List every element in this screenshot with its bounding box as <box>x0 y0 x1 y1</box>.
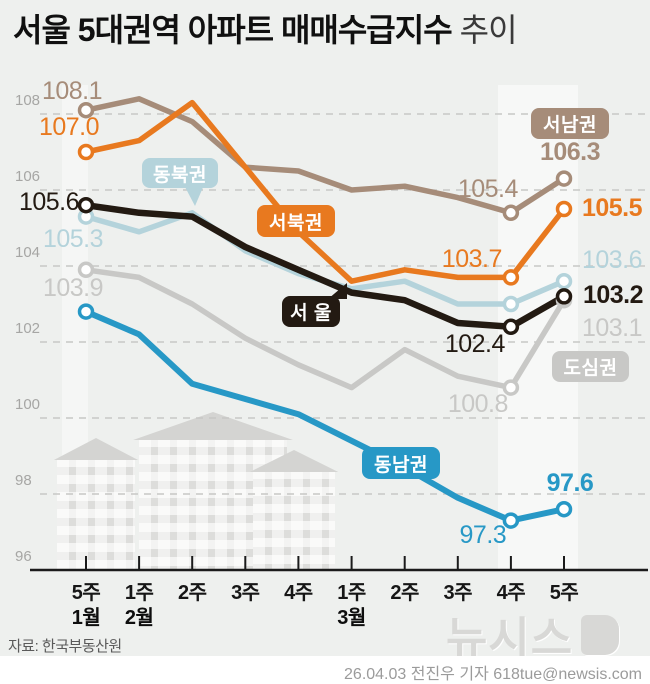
data-point-dongbukgwon-9 <box>555 272 573 290</box>
data-point-dongnamgwon-0 <box>77 303 95 320</box>
series-line-dongnamgwon <box>83 308 567 524</box>
value-label-seobukgwon-0: 107.0 <box>38 113 100 141</box>
data-point-dongnamgwon-8 <box>502 512 520 529</box>
value-label-dongbukgwon-0: 105.3 <box>42 224 104 253</box>
data-point-seoul-0 <box>77 196 95 214</box>
value-label-seonamgwon-8: 105.4 <box>457 174 519 203</box>
x-axis-label-month-3월: 3월 <box>337 607 366 629</box>
value-label-seonamgwon-0: 108.1 <box>41 77 103 106</box>
y-axis-label-104: 104 <box>15 244 41 261</box>
series-line-seobukgwon <box>83 99 567 284</box>
y-axis-label-108: 108 <box>15 92 41 109</box>
value-label-dosimgwon-9: 103.1 <box>581 314 643 343</box>
region-badge-dongbukgwon: 동북권 <box>142 158 218 188</box>
value-label-dongbukgwon-9: 103.6 <box>581 246 643 275</box>
x-axis-label-week-8: 4주 <box>496 582 526 604</box>
data-point-seoul-8 <box>502 318 520 336</box>
x-axis-label-week-5: 1주 <box>337 582 366 604</box>
value-label-dosimgwon-8: 100.8 <box>447 389 509 418</box>
data-point-seobukgwon-9 <box>555 200 573 218</box>
page-title-main: 서울 5대권역 아파트 매매수급지수 <box>13 12 453 48</box>
data-point-seonamgwon-0 <box>77 101 95 119</box>
region-badge-seobukgwon: 서북권 <box>257 205 335 237</box>
data-point-seobukgwon-0 <box>77 143 95 161</box>
data-point-seonamgwon-9 <box>555 170 573 187</box>
x-axis-label-month-1월: 1월 <box>71 607 101 629</box>
y-axis-label-98: 98 <box>15 472 32 489</box>
page-title-suffix: 추이 <box>459 12 518 48</box>
value-label-dosimgwon-0: 103.9 <box>42 273 104 302</box>
series-line-seoul <box>82 201 568 331</box>
region-badge-dongnamgwon: 동남권 <box>362 447 440 479</box>
region-badge-pointer-seoul <box>328 283 347 299</box>
data-point-seoul-9 <box>555 288 573 305</box>
x-axis-label-week-4: 4주 <box>284 582 313 604</box>
value-label-seonamgwon-9: 106.3 <box>539 137 601 166</box>
value-label-dongnamgwon-8: 97.3 <box>459 520 507 549</box>
x-axis-label-week-1: 1주 <box>124 582 154 604</box>
x-axis-label-week-6: 2주 <box>390 582 419 604</box>
data-point-dosimgwon-8 <box>502 379 520 396</box>
x-axis-label-week-0: 5주 <box>71 582 101 604</box>
region-badge-dosimgwon: 도심권 <box>552 351 629 382</box>
credit-bar: 26.04.03 전진우 기자 618tue@newsis.com <box>0 656 650 684</box>
x-axis-label-week-9: 5주 <box>549 582 579 604</box>
region-badge-seonamgwon: 서남권 <box>531 108 609 139</box>
y-axis-label-96: 96 <box>15 548 32 565</box>
value-label-seobukgwon-8: 103.7 <box>441 245 503 274</box>
value-label-seoul-8: 102.4 <box>444 329 506 358</box>
y-axis-label-102: 102 <box>15 320 41 337</box>
data-point-dongbukgwon-8 <box>502 295 520 313</box>
value-label-seoul-0: 105.6 <box>18 188 80 217</box>
series-line-dosimgwon <box>83 267 567 391</box>
data-point-seobukgwon-8 <box>502 269 520 286</box>
value-label-seobukgwon-9: 105.5 <box>581 194 643 222</box>
value-label-dongnamgwon-9: 97.6 <box>546 469 594 498</box>
building-icon <box>53 438 139 570</box>
region-badge-seoul: 서 울 <box>282 296 340 327</box>
newsis-watermark: 뉴시스 <box>446 602 620 667</box>
source-label: 자료: 한국부동산원 <box>8 638 122 655</box>
y-axis-label-100: 100 <box>15 396 41 413</box>
newsis-watermark-text: 뉴시스 <box>446 613 574 664</box>
y-axis-label-106: 106 <box>15 168 41 185</box>
page-title: 서울 5대권역 아파트 매매수급지수 추이 <box>13 10 645 50</box>
x-axis-label-week-7: 3주 <box>443 582 473 604</box>
data-point-dosimgwon-0 <box>77 261 95 279</box>
x-axis-label-week-3: 3주 <box>231 582 260 604</box>
credit-text: 26.04.03 전진우 기자 618tue@newsis.com <box>344 666 642 683</box>
building-icon <box>249 450 339 570</box>
apartment-buildings-illustration <box>53 412 339 570</box>
series-line-seonamgwon <box>83 96 567 216</box>
x-axis-label-month-2월: 2월 <box>124 607 154 629</box>
value-label-seoul-9: 103.2 <box>582 281 644 310</box>
newsis-logo-mark-icon <box>581 614 620 655</box>
region-badge-pointer-dongbukgwon <box>184 185 204 206</box>
data-point-seonamgwon-8 <box>502 204 520 222</box>
data-point-dongnamgwon-9 <box>555 500 573 518</box>
x-axis-label-week-2: 2주 <box>177 582 207 604</box>
